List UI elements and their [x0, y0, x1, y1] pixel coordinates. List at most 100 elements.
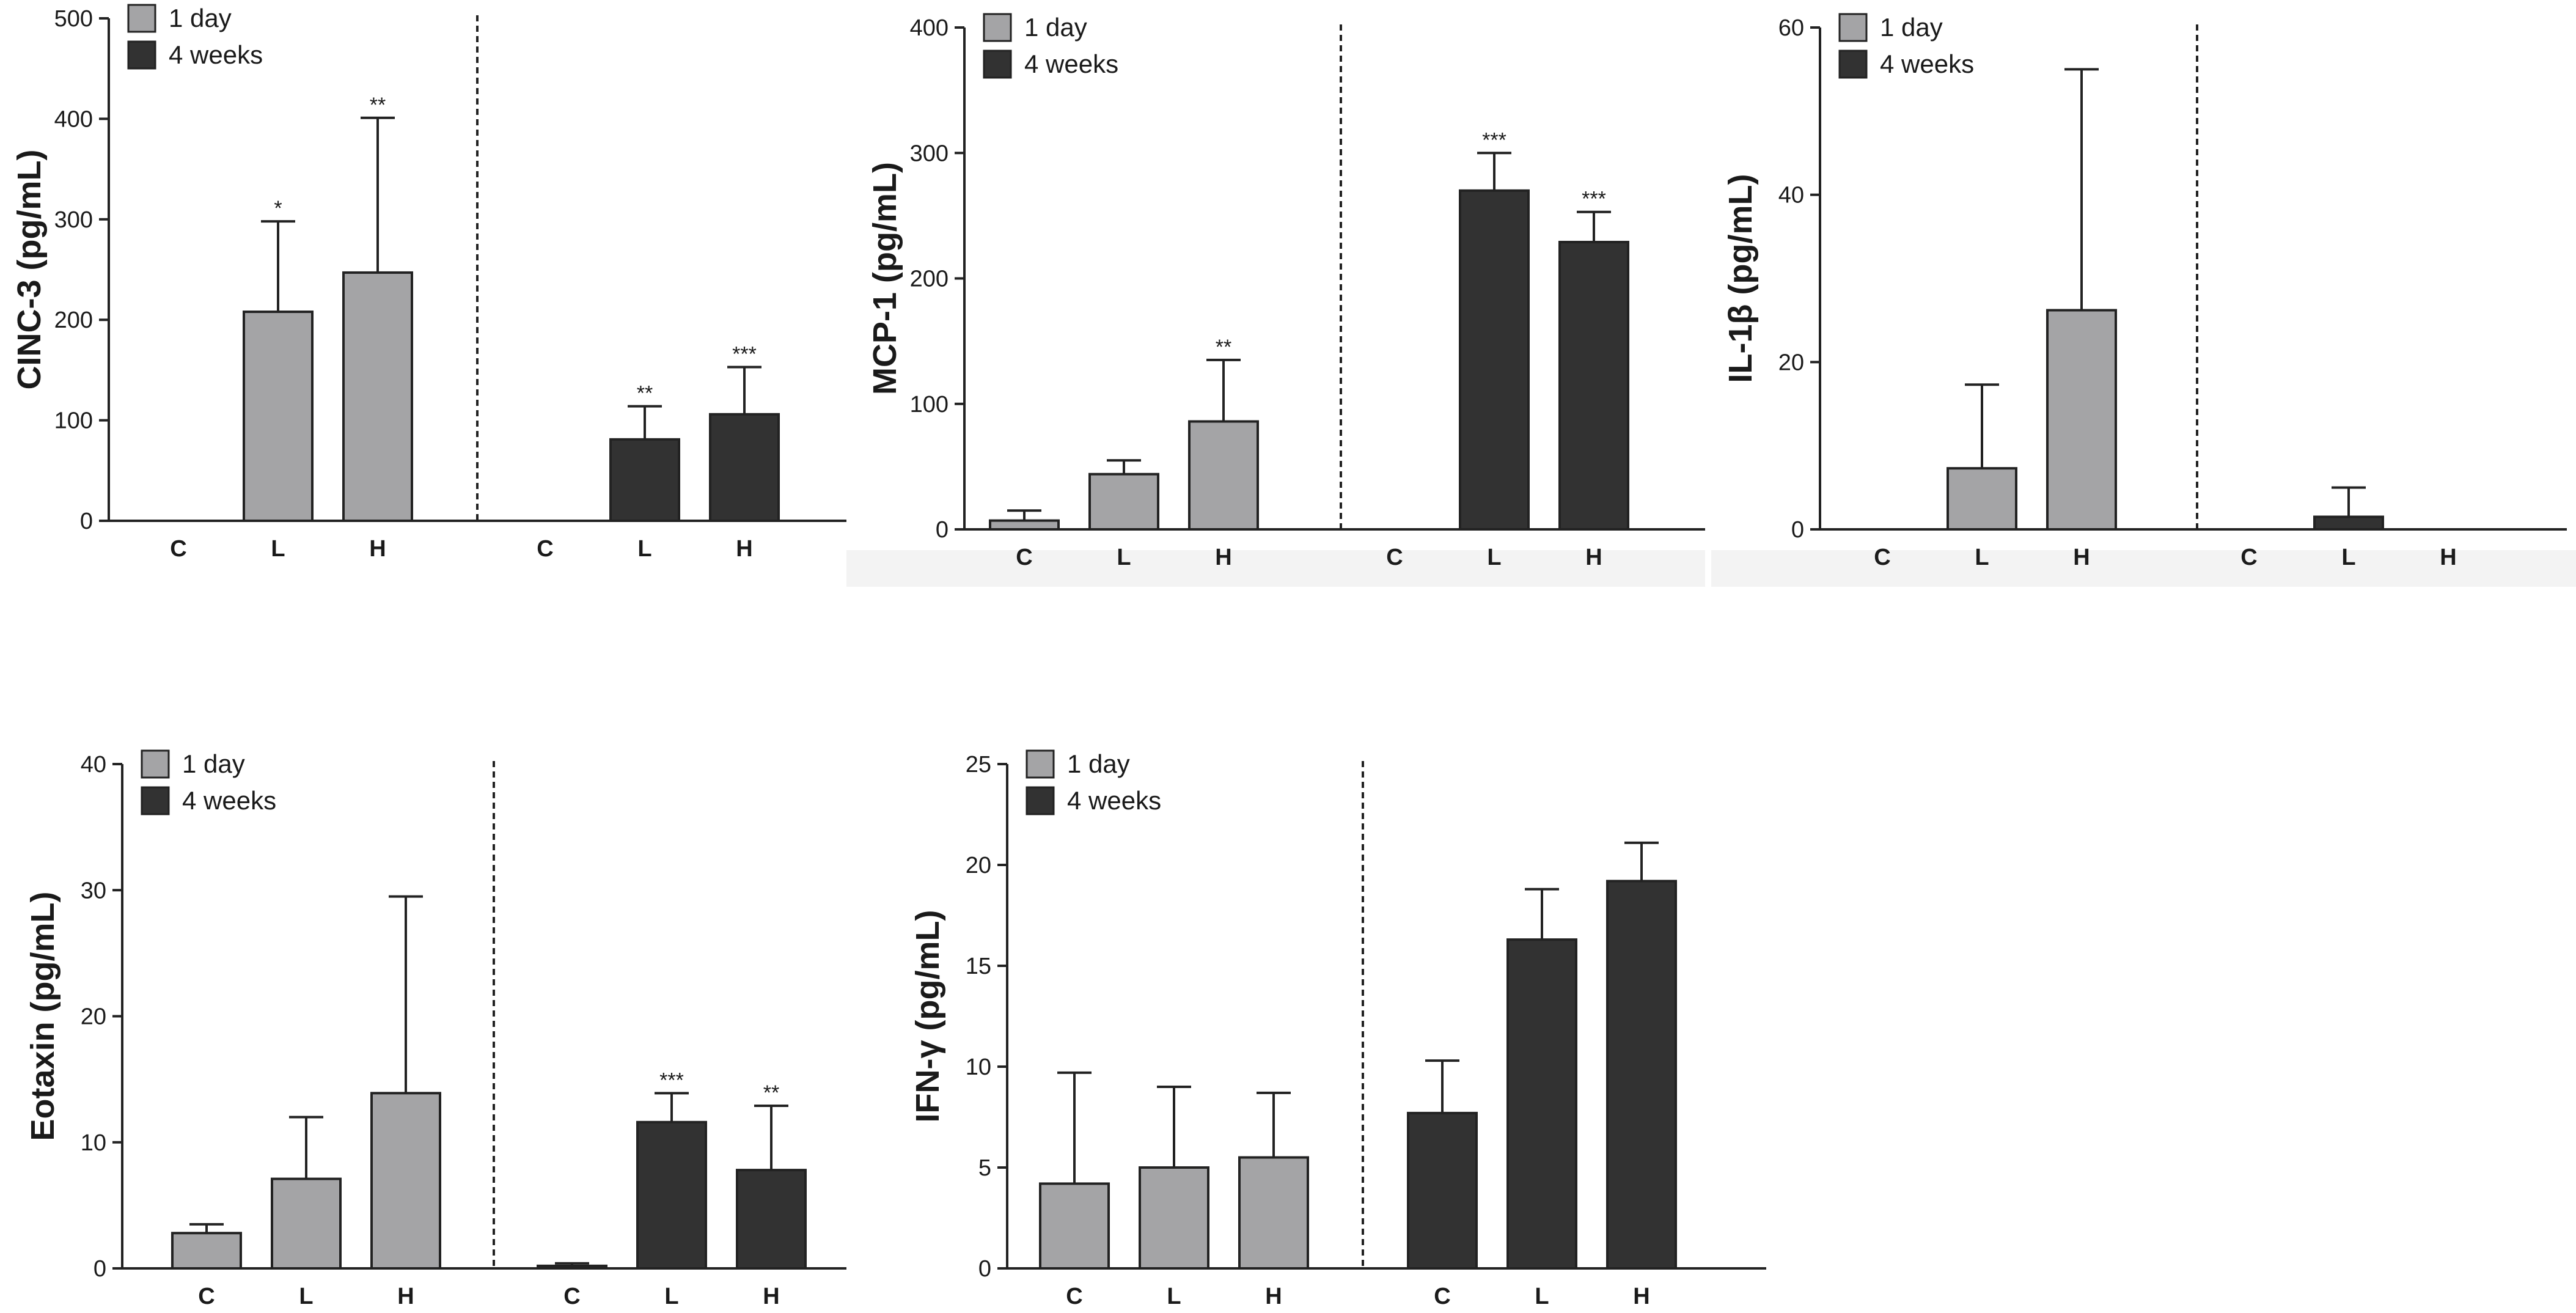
eotaxin-y-tick-label: 40: [81, 752, 106, 778]
mcp1-bar: [989, 519, 1060, 531]
panel-background-strip: [846, 550, 1705, 587]
ifng-legend-label: 1 day: [1067, 749, 1130, 778]
ifng-x-tick-label: H: [1265, 1284, 1282, 1309]
mcp1-y-tick-label: 200: [910, 267, 949, 292]
ifng-x-tick-label: C: [1434, 1284, 1450, 1309]
cinc3-x-tick-label: L: [637, 536, 651, 562]
cinc3-bar: [243, 311, 314, 522]
mcp1-x-tick-label: C: [1016, 545, 1032, 570]
mcp1-x-tick-label: L: [1117, 545, 1131, 570]
chart-panel-il1b: 0 20 40 60 IL-1β (pg/mL) C L H C L H 1 day 4 weeks: [1711, 0, 2576, 587]
chart-panel-mcp1: 0 100 200 300 400 MCP-1 (pg/mL) C L ** H C *** L *** H…: [856, 0, 1711, 587]
il1b-y-tick-label: 60: [1778, 15, 1804, 41]
il1b-x-tick-label: C: [1874, 545, 1890, 570]
il1b-legend-swatch: [1838, 50, 1868, 79]
eotaxin-x-tick-label: C: [198, 1284, 215, 1309]
eotaxin-significance-label: **: [763, 1081, 779, 1105]
il1b-x-tick-label: C: [2240, 545, 2257, 570]
chart-panel-ifng: 0 5 10 15 20 25 IFN-γ (pg/mL) C L H C L H 1 day 4 week…: [856, 734, 1772, 1313]
mcp1-legend-swatch: [983, 13, 1012, 42]
cinc3-y-tick-label: 200: [54, 307, 93, 333]
cinc3-legend-label: 4 weeks: [169, 40, 263, 69]
cinc3-legend-label: 1 day: [169, 4, 232, 32]
il1b-x-tick-label: H: [2440, 545, 2456, 570]
il1b-legend-label: 4 weeks: [1880, 50, 1974, 78]
chart-svg-eotaxin: 0 10 20 30 40 Eotaxin (pg/mL) C L H C *** L ** H 1 day…: [24, 749, 846, 1309]
cinc3-y-tick-label: 500: [54, 6, 93, 32]
ifng-legend-swatch: [1026, 749, 1055, 779]
cinc3-y-tick-label: 300: [54, 207, 93, 233]
eotaxin-bar: [736, 1169, 807, 1270]
cinc3-y-tick-label: 400: [54, 106, 93, 132]
mcp1-x-tick-label: H: [1215, 545, 1231, 570]
il1b-y-axis-title: IL-1β (pg/mL): [1722, 174, 1759, 383]
chart-svg-mcp1: 0 100 200 300 400 MCP-1 (pg/mL) C L ** H C *** L *** H…: [867, 13, 1705, 570]
ifng-bar: [1238, 1156, 1309, 1270]
il1b-bar: [2046, 309, 2117, 531]
eotaxin-x-tick-label: L: [664, 1284, 678, 1309]
mcp1-y-tick-label: 100: [910, 392, 949, 417]
cinc3-x-tick-label: L: [271, 536, 285, 562]
cinc3-significance-label: **: [637, 382, 653, 405]
chart-panel-eotaxin: 0 10 20 30 40 Eotaxin (pg/mL) C L H C *** L ** H 1 day…: [0, 734, 856, 1313]
chart-svg-il1b: 0 20 40 60 IL-1β (pg/mL) C L H C L H 1 day 4 weeks: [1722, 13, 2567, 570]
mcp1-x-tick-label: C: [1386, 545, 1403, 570]
cinc3-significance-label: **: [370, 94, 386, 117]
mcp1-y-tick-label: 400: [910, 15, 949, 41]
eotaxin-significance-label: ***: [659, 1068, 684, 1092]
eotaxin-bar: [537, 1264, 607, 1270]
il1b-x-tick-label: H: [2073, 545, 2090, 570]
ifng-y-tick-label: 5: [978, 1155, 991, 1181]
ifng-y-tick-label: 25: [966, 752, 991, 778]
panel-background-strip: [1711, 550, 2576, 587]
il1b-x-tick-label: L: [1975, 545, 1989, 570]
cinc3-significance-label: ***: [732, 342, 757, 366]
ifng-bar: [1407, 1111, 1478, 1270]
ifng-bar: [1039, 1182, 1110, 1270]
mcp1-significance-label: ***: [1582, 188, 1606, 211]
il1b-y-tick-label: 0: [1791, 517, 1804, 543]
il1b-legend-swatch: [1838, 13, 1868, 42]
ifng-bar: [1506, 938, 1577, 1270]
ifng-x-tick-label: L: [1167, 1284, 1181, 1309]
eotaxin-legend-label: 4 weeks: [182, 786, 276, 815]
eotaxin-bar: [370, 1092, 441, 1270]
eotaxin-x-tick-label: H: [763, 1284, 779, 1309]
eotaxin-x-tick-label: H: [397, 1284, 414, 1309]
mcp1-bar: [1088, 473, 1159, 531]
chart-svg-cinc3: 0 100 200 300 400 500 CINC-3 (pg/mL) C * L ** H C ** L…: [11, 4, 846, 562]
ifng-x-tick-label: C: [1066, 1284, 1082, 1309]
il1b-bar: [1947, 467, 2017, 531]
ifng-y-tick-label: 20: [966, 853, 991, 878]
mcp1-x-tick-label: L: [1487, 545, 1501, 570]
cinc3-bar: [709, 413, 780, 523]
mcp1-y-tick-label: 0: [936, 517, 949, 543]
ifng-y-axis-title: IFN-γ (pg/mL): [909, 910, 946, 1123]
mcp1-significance-label: **: [1216, 336, 1231, 359]
ifng-y-tick-label: 15: [966, 954, 991, 979]
eotaxin-y-tick-label: 20: [81, 1004, 106, 1030]
eotaxin-y-axis-title: Eotaxin (pg/mL): [24, 892, 61, 1141]
il1b-legend-label: 1 day: [1880, 13, 1943, 42]
ifng-legend-label: 4 weeks: [1067, 786, 1161, 815]
cinc3-significance-label: *: [274, 197, 282, 220]
mcp1-bar: [1188, 420, 1259, 531]
eotaxin-bar: [171, 1232, 242, 1270]
il1b-x-tick-label: L: [2341, 545, 2355, 570]
cinc3-x-tick-label: C: [170, 536, 186, 562]
cinc3-legend-swatch: [127, 40, 156, 70]
ifng-legend-swatch: [1026, 786, 1055, 815]
ifng-y-tick-label: 10: [966, 1054, 991, 1080]
cinc3-y-axis-title: CINC-3 (pg/mL): [11, 150, 48, 390]
cinc3-y-tick-label: 100: [54, 408, 93, 434]
eotaxin-legend-swatch: [141, 749, 170, 779]
cinc3-x-tick-label: H: [369, 536, 386, 562]
mcp1-legend-label: 4 weeks: [1024, 50, 1118, 78]
eotaxin-bar: [271, 1177, 342, 1270]
il1b-y-tick-label: 40: [1778, 183, 1804, 208]
ifng-x-tick-label: H: [1633, 1284, 1649, 1309]
eotaxin-x-tick-label: C: [563, 1284, 580, 1309]
ifng-y-tick-label: 0: [978, 1256, 991, 1282]
ifng-x-tick-label: L: [1535, 1284, 1549, 1309]
